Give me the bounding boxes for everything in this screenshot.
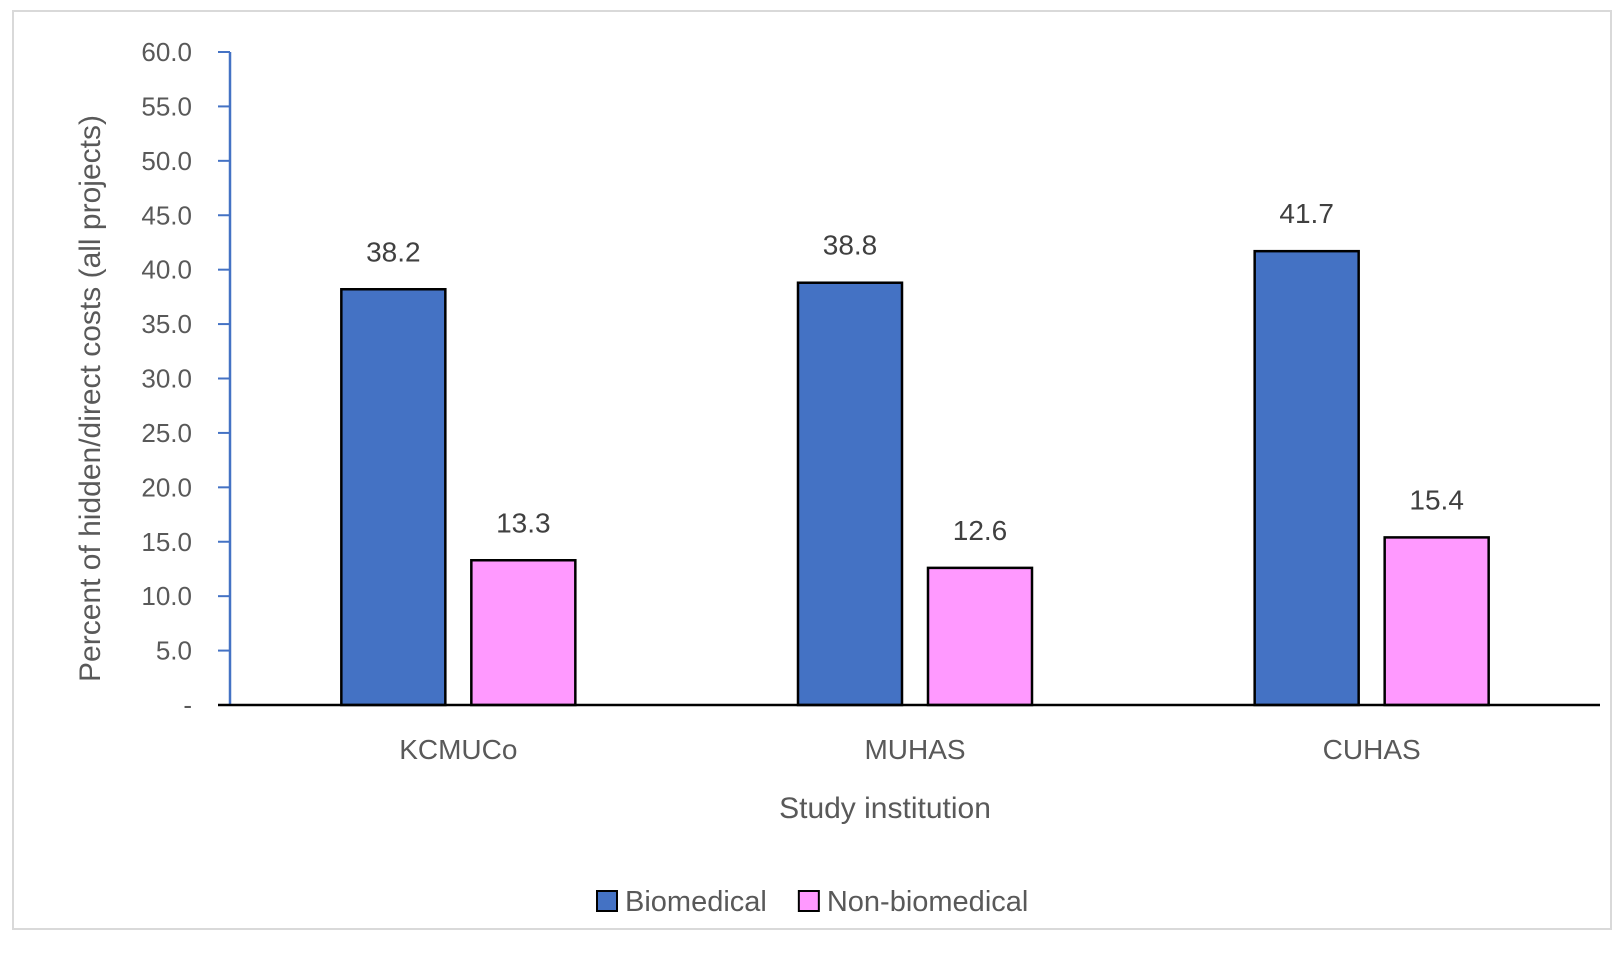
x-category-label: MUHAS [864, 734, 965, 765]
x-category-label: KCMUCo [399, 734, 517, 765]
data-label: 38.2 [366, 236, 421, 267]
y-tick-label: - [183, 690, 192, 720]
y-tick-label: 10.0 [141, 581, 192, 611]
bar-biomedical-cuhas [1253, 249, 1360, 707]
legend-label-non-biomedical: Non-biomedical [827, 886, 1029, 918]
y-axis-title: Percent of hidden/direct costs (all proj… [74, 115, 107, 682]
y-tick-label: 15.0 [141, 527, 192, 557]
x-category-label: CUHAS [1323, 734, 1421, 765]
y-tick-label: 30.0 [141, 364, 192, 394]
data-label: 12.6 [953, 515, 1008, 546]
data-label: 41.7 [1279, 198, 1334, 229]
y-tick-label: 55.0 [141, 91, 192, 121]
y-tick-label: 40.0 [141, 255, 192, 285]
bar-non-biomedical-muhas [926, 566, 1034, 707]
y-tick-label: 25.0 [141, 418, 192, 448]
y-tick-label: 50.0 [141, 146, 192, 176]
data-label: 13.3 [496, 507, 551, 538]
data-labels: 38.2 13.3 38.8 12.6 41.7 15.4 [366, 198, 1464, 546]
y-tick-label: 20.0 [141, 472, 192, 502]
y-tick-label: 60.0 [141, 37, 192, 67]
x-axis-category-labels: KCMUCo MUHAS CUHAS [399, 734, 1420, 765]
y-axis-ticks: - 5.0 10.0 15.0 20.0 25.0 30.0 35.0 40.0 45.0 50.0… [141, 37, 230, 720]
legend: Biomedical Non-biomedical [596, 886, 1029, 918]
bars [340, 249, 1490, 707]
bar-biomedical-muhas [796, 281, 904, 707]
data-label: 15.4 [1409, 484, 1464, 515]
y-tick-label: 5.0 [156, 636, 192, 666]
bar-non-biomedical-cuhas [1383, 536, 1490, 707]
legend-swatch-biomedical [596, 890, 618, 912]
bar-biomedical-kcmuco [340, 288, 447, 707]
y-tick-label: 45.0 [141, 200, 192, 230]
legend-label-biomedical: Biomedical [625, 886, 767, 918]
bar-non-biomedical-kcmuco [470, 559, 577, 707]
legend-swatch-non-biomedical [797, 890, 820, 912]
y-tick-label: 35.0 [141, 309, 192, 339]
data-label: 38.8 [823, 230, 878, 261]
x-axis-title: Study institution [779, 792, 991, 825]
